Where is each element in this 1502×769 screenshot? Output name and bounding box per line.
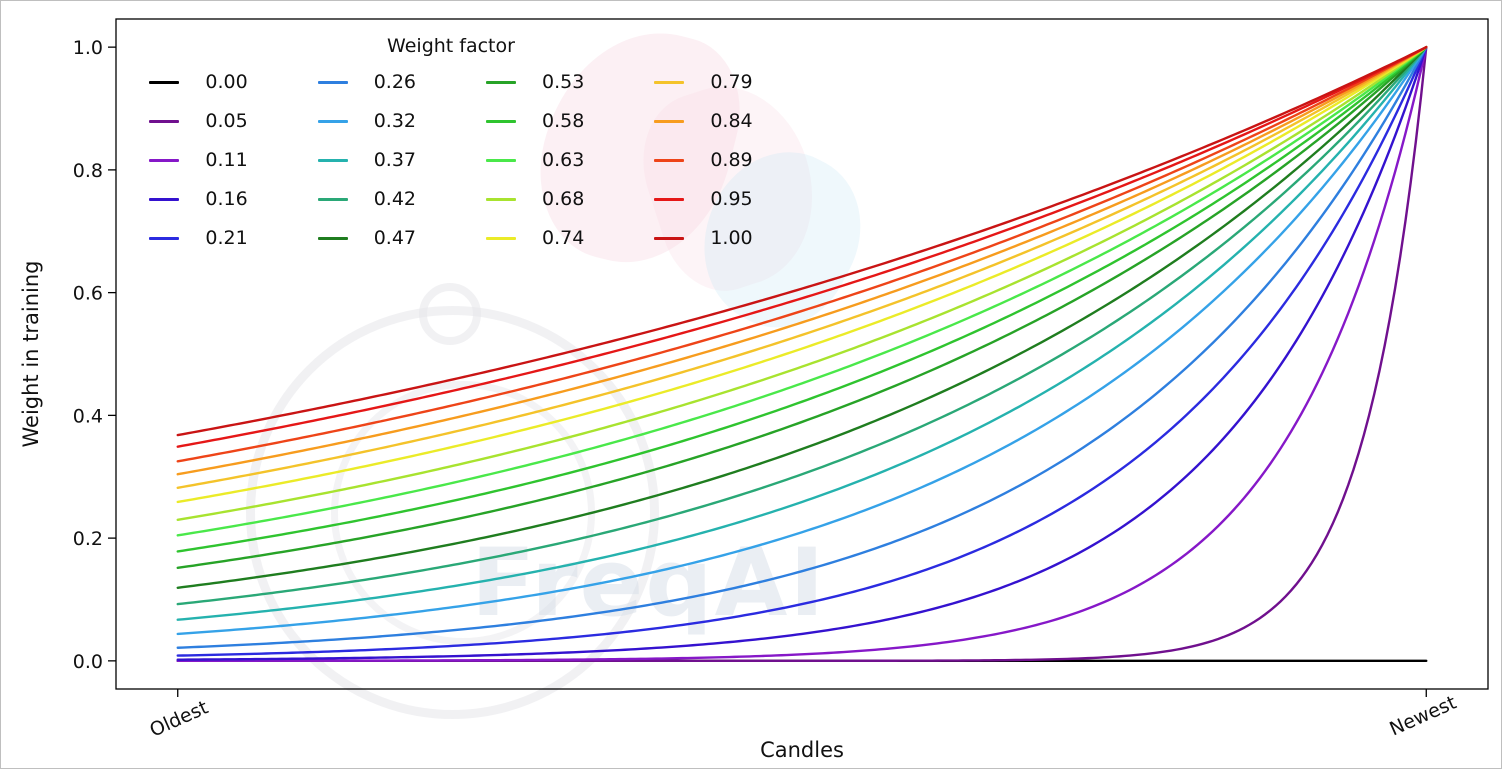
legend-item-label: 0.79 xyxy=(710,70,753,93)
legend-item-0.53: 0.53 xyxy=(486,69,584,95)
series-line-0.84 xyxy=(176,45,1428,476)
legend-item-label: 0.26 xyxy=(373,70,416,93)
legend-line-swatch xyxy=(654,80,685,84)
legend-item-label: 0.42 xyxy=(373,187,416,210)
legend-item-0.58: 0.58 xyxy=(486,108,584,134)
legend-item-label: 1.00 xyxy=(710,226,753,249)
plot-border xyxy=(115,18,1489,690)
x-axis-label: Candles xyxy=(760,738,844,762)
legend: Weight factor 0.00 0.05 0.11 0.16 0.21 0.26 0.… xyxy=(129,35,773,251)
series-line-0.42 xyxy=(176,45,1428,606)
legend-item-0.26: 0.26 xyxy=(317,69,416,95)
legend-item-0.63: 0.63 xyxy=(486,147,584,173)
y-tick-label: 0.4 xyxy=(73,405,103,427)
series-line-0.63 xyxy=(176,45,1428,537)
legend-title: Weight factor xyxy=(387,35,515,57)
y-tick-label: 0.2 xyxy=(73,528,103,550)
legend-item-0.21: 0.21 xyxy=(149,225,248,251)
legend-item-1.00: 1.00 xyxy=(654,225,753,251)
y-tick-label: 1.0 xyxy=(73,37,103,59)
series-line-0.11 xyxy=(176,45,1428,662)
legend-item-label: 0.68 xyxy=(542,187,585,210)
legend-item-label: 0.53 xyxy=(542,70,585,93)
legend-grid: 0.00 0.05 0.11 0.16 0.21 0.26 0.32 0.37 0.42 0.47… xyxy=(129,69,773,251)
legend-item-label: 0.16 xyxy=(205,187,248,210)
legend-item-label: 0.58 xyxy=(542,109,585,132)
y-axis-label: Weight in training xyxy=(19,260,43,448)
series-line-0.26 xyxy=(176,45,1428,649)
legend-line-swatch xyxy=(654,158,685,162)
legend-item-label: 0.00 xyxy=(205,70,248,93)
legend-item-label: 0.89 xyxy=(710,148,753,171)
legend-item-0.05: 0.05 xyxy=(149,108,248,134)
legend-item-label: 0.11 xyxy=(205,148,248,171)
legend-item-0.11: 0.11 xyxy=(149,147,248,173)
legend-item-label: 0.21 xyxy=(205,226,248,249)
legend-item-label: 0.05 xyxy=(205,109,248,132)
y-tick-label: 0.8 xyxy=(73,160,103,182)
series-line-0.89 xyxy=(176,45,1428,463)
legend-item-0.74: 0.74 xyxy=(486,225,584,251)
legend-item-0.16: 0.16 xyxy=(149,186,248,212)
legend-line-swatch xyxy=(654,197,685,201)
legend-item-label: 0.74 xyxy=(542,226,585,249)
legend-line-swatch xyxy=(317,80,348,84)
legend-line-swatch xyxy=(317,236,348,240)
legend-line-swatch xyxy=(149,80,180,84)
legend-item-0.79: 0.79 xyxy=(654,69,753,95)
legend-item-0.32: 0.32 xyxy=(317,108,416,134)
series-line-0.68 xyxy=(176,45,1428,522)
series-line-0.53 xyxy=(176,45,1428,570)
legend-line-swatch xyxy=(149,197,180,201)
series-line-0.32 xyxy=(176,45,1428,636)
legend-item-label: 0.47 xyxy=(373,226,416,249)
legend-line-swatch xyxy=(486,119,516,123)
legend-line-swatch xyxy=(317,119,348,123)
y-tick-label: 0.0 xyxy=(73,651,103,673)
series-line-0.79 xyxy=(176,45,1428,489)
series-line-0.74 xyxy=(176,45,1428,504)
legend-item-0.95: 0.95 xyxy=(654,186,753,212)
legend-item-0.47: 0.47 xyxy=(317,225,416,251)
legend-line-swatch xyxy=(149,236,180,240)
legend-item-label: 0.84 xyxy=(710,109,753,132)
series-line-0.47 xyxy=(176,45,1428,589)
legend-item-label: 0.63 xyxy=(542,148,585,171)
legend-item-0.68: 0.68 xyxy=(486,186,584,212)
legend-line-swatch xyxy=(654,236,685,240)
legend-line-swatch xyxy=(486,158,516,162)
series-line-1.00 xyxy=(176,45,1428,437)
series-line-0.95 xyxy=(176,45,1428,448)
legend-line-swatch xyxy=(149,119,180,123)
legend-item-0.89: 0.89 xyxy=(654,147,753,173)
legend-line-swatch xyxy=(317,158,348,162)
legend-line-swatch xyxy=(486,236,516,240)
legend-line-swatch xyxy=(149,158,180,162)
legend-item-label: 0.37 xyxy=(373,148,416,171)
legend-line-swatch xyxy=(486,80,516,84)
legend-line-swatch xyxy=(654,119,685,123)
legend-item-0.84: 0.84 xyxy=(654,108,753,134)
legend-item-0.37: 0.37 xyxy=(317,147,416,173)
series-line-0.58 xyxy=(176,45,1428,553)
legend-line-swatch xyxy=(486,197,516,201)
legend-item-0.00: 0.00 xyxy=(149,69,248,95)
series-line-0.21 xyxy=(176,45,1428,657)
series-line-0.16 xyxy=(176,45,1428,661)
legend-item-label: 0.95 xyxy=(710,187,753,210)
y-tick-label: 0.6 xyxy=(73,283,103,305)
legend-line-swatch xyxy=(317,197,348,201)
series-line-0.37 xyxy=(176,45,1428,621)
legend-item-0.42: 0.42 xyxy=(317,186,416,212)
legend-item-label: 0.32 xyxy=(373,109,416,132)
